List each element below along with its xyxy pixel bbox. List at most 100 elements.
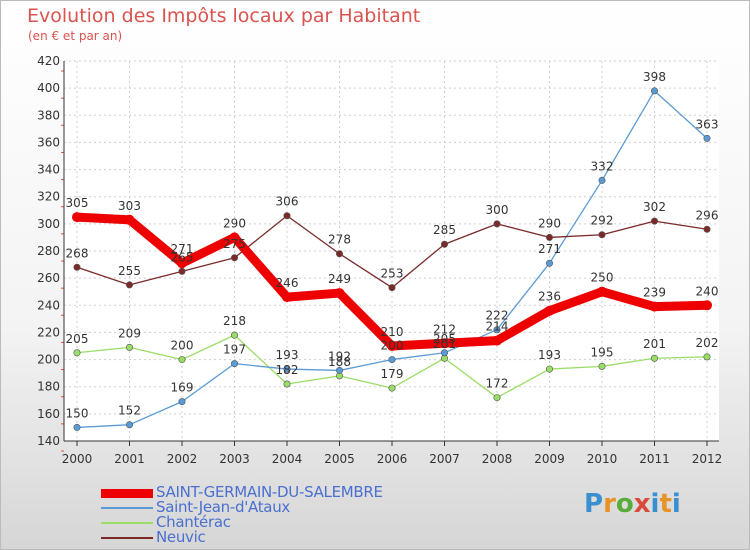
y-tick-label: 260: [37, 271, 60, 285]
data-label: 332: [591, 159, 614, 173]
data-label: 222: [486, 309, 509, 323]
data-label: 150: [66, 406, 89, 420]
x-tick-label: 2006: [377, 452, 408, 466]
data-label: 200: [171, 339, 194, 353]
chart-title: Evolution des Impôts locaux par Habitant: [27, 5, 421, 27]
legend-label: Saint-Jean-d'Ataux: [156, 498, 290, 516]
data-point: [282, 292, 292, 303]
data-point: [703, 353, 711, 361]
data-point: [229, 232, 240, 243]
data-label: 182: [276, 363, 299, 377]
y-tick-label: 360: [37, 135, 60, 149]
data-label: 265: [171, 250, 194, 264]
data-point: [598, 362, 606, 370]
data-label: 169: [171, 381, 194, 395]
data-label: 275: [223, 237, 246, 251]
data-label: 214: [486, 320, 509, 334]
data-label: 172: [486, 377, 509, 391]
x-tick-label: 2001: [114, 452, 145, 466]
y-tick-label: 400: [37, 81, 60, 95]
data-point: [440, 349, 448, 357]
data-point: [73, 423, 81, 431]
y-tick-label: 380: [37, 108, 60, 122]
x-tick-label: 2009: [534, 452, 565, 466]
data-label: 250: [591, 271, 614, 285]
data-label: 278: [328, 233, 351, 247]
y-tick-label: 240: [37, 298, 60, 312]
data-label: 302: [643, 200, 666, 214]
data-label: 290: [223, 216, 246, 230]
data-point: [283, 380, 291, 388]
data-point: [650, 217, 658, 225]
data-point: [283, 365, 291, 373]
data-point: [178, 398, 186, 406]
data-point: [178, 267, 186, 275]
data-point: [650, 87, 658, 95]
data-label: 236: [538, 290, 561, 304]
y-tick-label: 220: [37, 325, 60, 339]
data-label: 300: [486, 203, 509, 217]
x-tick-label: 2000: [62, 452, 93, 466]
data-point: [649, 301, 660, 312]
data-point: [178, 356, 186, 364]
data-point: [545, 365, 553, 373]
data-point: [126, 281, 134, 289]
x-tick-label: 2011: [639, 452, 670, 466]
data-point: [388, 384, 396, 392]
data-point: [126, 343, 134, 351]
data-label: 193: [276, 348, 299, 362]
data-point: [545, 233, 553, 241]
data-point: [124, 214, 135, 225]
data-label: 249: [328, 272, 351, 286]
data-label: 292: [591, 214, 614, 228]
x-tick-label: 2008: [482, 452, 513, 466]
x-tick-label: 2007: [429, 452, 460, 466]
data-label: 192: [328, 349, 351, 363]
data-label: 271: [538, 242, 561, 256]
data-label: 152: [118, 404, 141, 418]
data-label: 290: [538, 216, 561, 230]
data-point: [334, 288, 345, 299]
data-label: 201: [643, 337, 666, 351]
data-label: 212: [433, 322, 456, 336]
data-label: 210: [381, 325, 404, 339]
legend-label: Neuvic: [156, 528, 206, 546]
data-point: [702, 300, 712, 311]
data-point: [387, 341, 397, 351]
data-label: 285: [433, 223, 456, 237]
legend-swatch: [101, 488, 153, 498]
y-tick-label: 320: [37, 190, 60, 204]
data-label: 218: [223, 314, 246, 328]
data-label: 240: [696, 284, 719, 298]
chart-subtitle: (en € et par an): [28, 29, 123, 43]
data-point: [283, 212, 291, 220]
data-point: [492, 335, 502, 346]
x-tick-label: 2004: [272, 452, 303, 466]
data-point: [72, 212, 82, 223]
data-point: [73, 263, 81, 271]
data-point: [545, 259, 553, 267]
data-point: [231, 331, 239, 339]
x-tick-label: 2002: [167, 452, 198, 466]
data-point: [335, 250, 343, 258]
data-label: 200: [381, 339, 404, 353]
x-tick-label: 2012: [692, 452, 723, 466]
data-label: 197: [223, 343, 246, 357]
legend-label: Chantérac: [156, 513, 231, 531]
data-label: 255: [118, 264, 141, 278]
x-tick-label: 2005: [324, 452, 355, 466]
data-label: 305: [66, 196, 89, 210]
data-label: 303: [118, 199, 141, 213]
data-label: 205: [66, 332, 89, 346]
data-point: [231, 254, 239, 262]
data-label: 179: [381, 367, 404, 381]
data-point: [126, 421, 134, 429]
data-point: [388, 284, 396, 292]
data-point: [439, 338, 450, 349]
data-label: 363: [696, 117, 719, 131]
data-label: 306: [276, 195, 299, 209]
data-label: 296: [696, 208, 719, 222]
data-point: [493, 220, 501, 228]
data-point: [493, 394, 501, 402]
data-label: 268: [66, 246, 89, 260]
